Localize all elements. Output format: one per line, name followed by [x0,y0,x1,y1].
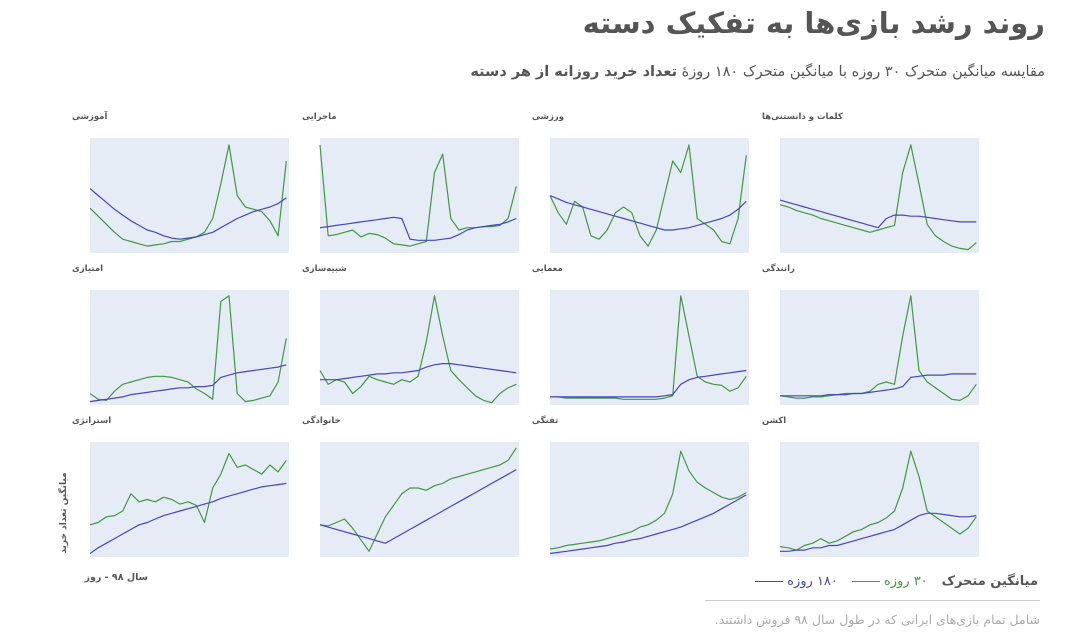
legend: میانگین متحرک ۳۰ روزه ۱۸۰ روزه [755,574,1038,589]
series-line [780,373,977,397]
footnote: شامل تمام بازی‌های ایرانی که در طول سال … [714,612,1040,627]
legend-label: ۱۸۰ روزه [787,574,838,589]
divider [705,600,1040,601]
series-line [319,469,517,544]
series-line [550,295,747,400]
panel-title: استراتژی [72,416,111,426]
plot-background [550,290,749,405]
panel-title: معمایی [532,264,563,274]
plot-background [780,290,979,405]
plot-background [550,442,749,557]
panel-title: امتیازی [72,264,103,274]
legend-item: ۱۸۰ روزه [755,574,838,589]
subtitle-text: مقایسه میانگین متحرک ۳۰ روزه با میانگین … [681,64,1045,80]
series-line [320,363,517,381]
plot-background [550,138,749,253]
plot-background [90,442,289,557]
legend-title: میانگین متحرک [941,574,1038,589]
series-line [779,450,977,551]
plot-background [780,442,979,557]
series-line [89,452,287,526]
subtitle-bold: تعداد خرید روزانه از هر دسته [470,64,678,80]
series-line [779,295,977,401]
plot-background [90,138,289,253]
series-line [549,194,747,231]
legend-item: ۳۰ روزه [851,574,928,589]
panel-title: ماجرایی [302,112,337,122]
series-line [319,295,517,404]
panel-title: اکشن [762,416,786,426]
legend-swatch [851,581,880,582]
legend-label: ۳۰ روزه [883,574,928,589]
panel-title: کلمات و دانستنی‌ها [762,112,843,122]
series-line [89,295,287,403]
series-line [89,482,287,554]
x-axis-label: سال ۹۸ - روز [84,572,148,583]
small-multiples: میانگین تعداد خرید سال ۹۸ - روز کلمات و … [57,110,979,583]
legend-swatch [755,581,784,582]
plot-background [320,290,519,405]
y-axis-label: میانگین تعداد خرید [57,472,69,553]
series-line [779,199,977,229]
panel-title: خانوادگی [302,415,341,426]
series-line [89,188,287,240]
panel-title: تفنگی [532,415,558,426]
plot-background [90,290,289,405]
subtitle: مقایسه میانگین متحرک ۳۰ روزه با میانگین … [470,64,1045,80]
plot-background [320,442,519,557]
panel-title: ورزشی [532,112,564,122]
series-line [779,144,977,251]
series-line [549,494,747,555]
panel-title: رانندگی [762,263,795,274]
series-line [89,144,287,247]
panel-title: آموزشی [72,110,108,122]
plot-background [780,138,979,253]
series-line [319,447,517,552]
series-line [319,216,517,241]
plot-background [320,138,519,253]
series-line [780,512,977,552]
series-line [550,369,747,398]
series-line [549,450,747,550]
panel-title: شبیه‌سازی [302,264,347,274]
title: روند رشد بازی‌ها به تفکیک دسته [582,6,1045,40]
series-line [89,364,287,403]
